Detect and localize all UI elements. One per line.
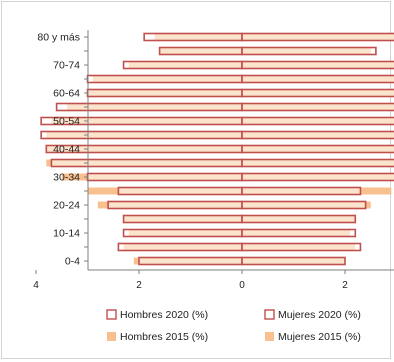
- legend-swatch: [264, 309, 275, 320]
- legend-swatch: [107, 332, 116, 341]
- legend-label: Hombres 2020 (%): [120, 309, 208, 321]
- y-tick-label: 80 y más: [37, 32, 80, 44]
- legend-label: Mujeres 2015 (%): [278, 331, 361, 343]
- bar-hombres-2020-20-24: [107, 200, 243, 210]
- bar-mujeres-2020-10-14: [241, 228, 357, 238]
- bar-hombres-2020-30-34: [86, 172, 243, 182]
- bar-mujeres-2020-75-79: [241, 46, 377, 56]
- legend-label: Hombres 2015 (%): [120, 331, 208, 343]
- bar-hombres-2020-10-14: [122, 228, 243, 238]
- bar-mujeres-2020-70-74: [241, 60, 394, 70]
- y-tick-label: 70-74: [53, 60, 80, 72]
- bar-mujeres-2020-0-4: [241, 256, 346, 266]
- bar-mujeres-2020-35-39: [241, 158, 394, 168]
- bar-mujeres-2020-5-9: [241, 242, 362, 252]
- x-tick-label: 2: [136, 280, 142, 291]
- bar-hombres-2020-5-9: [117, 242, 243, 252]
- bar-hombres-2020-80 y más: [143, 32, 243, 42]
- y-tick-label: 30-34: [53, 172, 80, 184]
- y-tick-label: 20-24: [53, 200, 80, 212]
- bar-mujeres-2020-20-24: [241, 200, 367, 210]
- bar-hombres-2020-25-29: [117, 186, 243, 196]
- y-tick-label: 0-4: [65, 256, 80, 268]
- bar-hombres-2020-15-19: [122, 214, 243, 224]
- bar-mujeres-2020-25-29: [241, 186, 362, 196]
- bar-mujeres-2020-65-69: [241, 74, 394, 84]
- legend-label: Mujeres 2020 (%): [278, 309, 361, 321]
- bar-mujeres-2020-80 y más: [241, 32, 394, 42]
- bar-mujeres-2020-50-54: [241, 116, 394, 126]
- bar-mujeres-2020-15-19: [241, 214, 357, 224]
- bar-hombres-2020-75-79: [158, 46, 243, 56]
- bar-hombres-2020-70-74: [122, 60, 243, 70]
- bar-mujeres-2020-60-64: [241, 88, 394, 98]
- y-tick-label: 60-64: [53, 88, 80, 100]
- x-tick-label: 4: [33, 280, 39, 291]
- legend-swatch: [106, 309, 117, 320]
- bar-hombres-2020-60-64: [86, 88, 243, 98]
- y-tick-label: 10-14: [53, 228, 80, 240]
- x-tick-label: 0: [239, 280, 245, 291]
- bar-mujeres-2020-45-49: [241, 130, 394, 140]
- bar-hombres-2020-65-69: [86, 74, 243, 84]
- y-tick-label: 50-54: [53, 116, 80, 128]
- bar-mujeres-2020-30-34: [241, 172, 394, 182]
- bar-hombres-2020-35-39: [50, 158, 243, 168]
- x-tick-label: 2: [342, 280, 348, 291]
- bar-mujeres-2020-55-59: [241, 102, 394, 112]
- legend-swatch: [265, 332, 274, 341]
- bar-hombres-2020-45-49: [40, 130, 243, 140]
- bar-hombres-2020-0-4: [138, 256, 243, 266]
- y-tick-label: 40-44: [53, 144, 80, 156]
- bar-mujeres-2020-40-44: [241, 144, 394, 154]
